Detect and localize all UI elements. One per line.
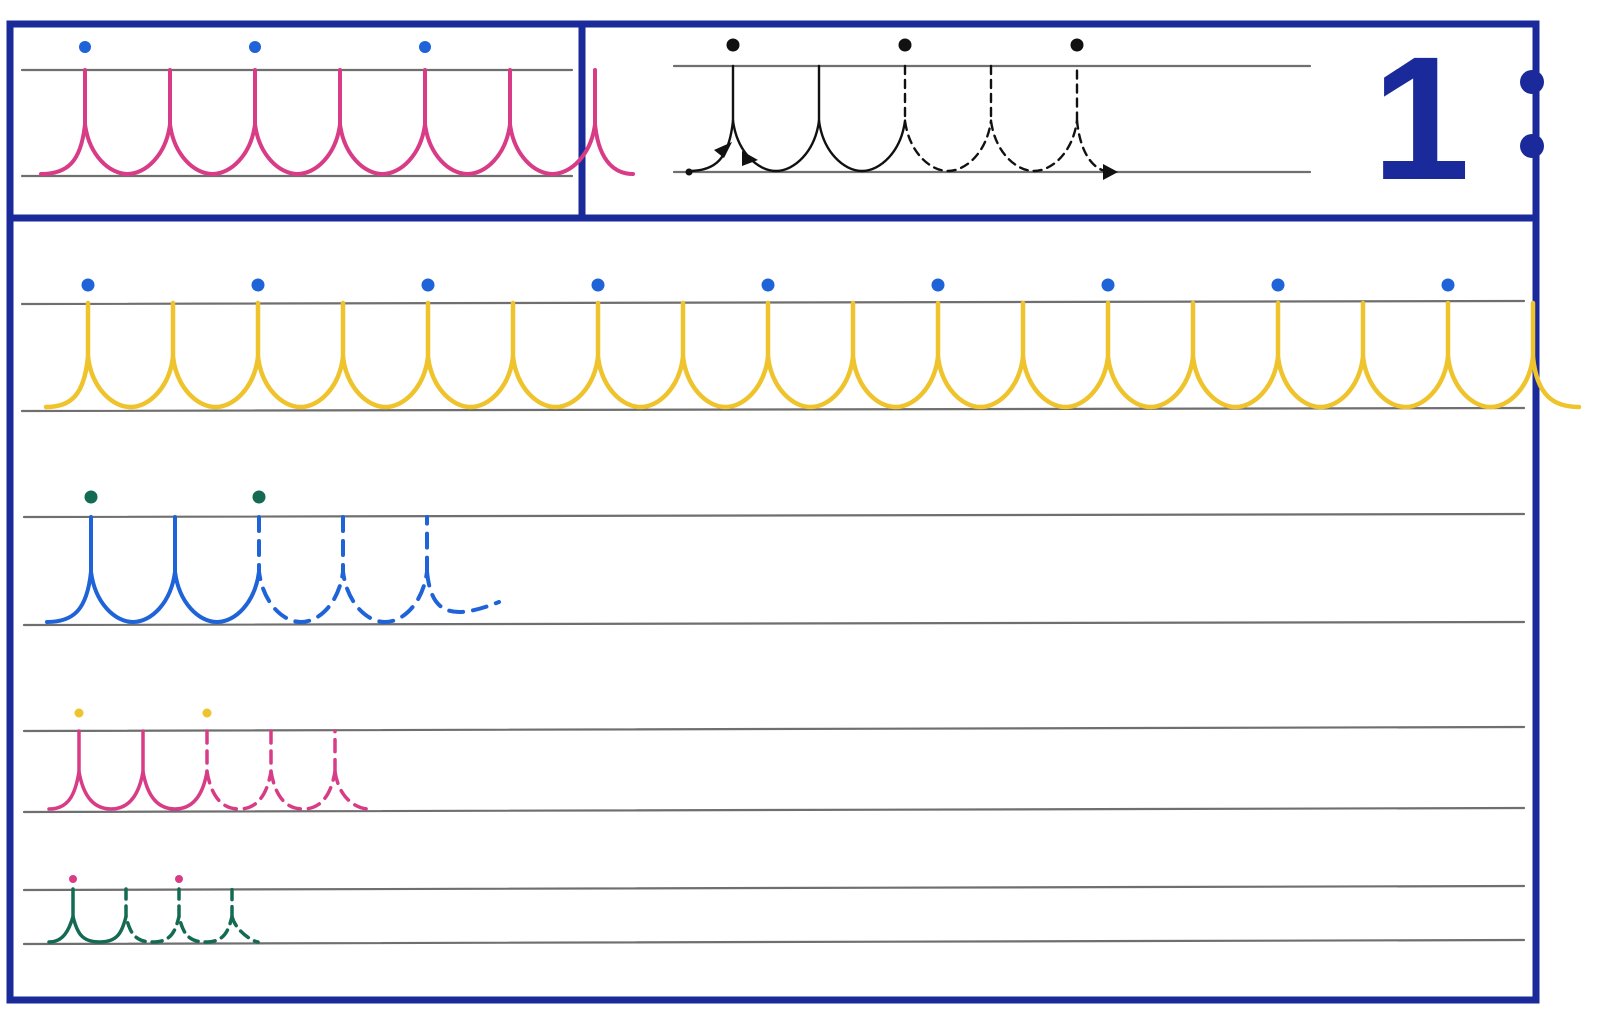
pattern-row-top-left-model <box>39 41 635 176</box>
page-number: 1 <box>1372 21 1470 217</box>
start-dot <box>252 490 266 504</box>
loop <box>510 300 601 410</box>
guide-line <box>22 884 1526 892</box>
dashed-tail <box>425 515 501 614</box>
loop <box>680 300 771 410</box>
guide-line <box>22 725 1526 733</box>
worksheet-frame <box>6 20 1544 1004</box>
arrow-right-icon <box>1103 164 1118 180</box>
loop <box>168 68 257 176</box>
dashed-loop <box>269 729 337 811</box>
start-dot <box>591 278 605 292</box>
start-dot <box>249 41 261 53</box>
lead-in <box>687 119 735 173</box>
loop <box>253 68 342 176</box>
loop <box>425 300 516 410</box>
start-dot <box>931 278 945 292</box>
start-dot <box>1101 278 1115 292</box>
tail <box>593 68 635 176</box>
lead-in <box>45 569 93 624</box>
start-dot <box>81 278 95 292</box>
loop <box>508 68 597 176</box>
lead-in <box>43 354 91 410</box>
pattern-row-row-green <box>47 875 260 944</box>
dashed-loop <box>177 887 234 944</box>
loop <box>817 64 907 173</box>
binder-hole <box>1520 70 1544 94</box>
lead-in <box>39 122 87 176</box>
start-dot <box>419 41 431 53</box>
binder-hole <box>1520 134 1544 158</box>
start-dot <box>251 278 265 292</box>
guide-line <box>20 299 1526 306</box>
guide-line <box>22 620 1526 627</box>
arrow-up-icon <box>714 142 732 158</box>
lead-in <box>47 914 75 944</box>
loop <box>1190 300 1281 410</box>
dashed-tail <box>230 887 260 944</box>
start-dot <box>726 38 740 52</box>
loop <box>89 515 177 624</box>
pattern-row-row-blue <box>45 490 501 624</box>
guide-line <box>22 806 1526 814</box>
tail <box>1530 300 1582 410</box>
loop <box>1275 300 1366 410</box>
start-dot <box>1070 38 1084 52</box>
loop <box>765 300 856 410</box>
start-dot <box>79 41 91 53</box>
pattern-row-row-magenta <box>47 708 371 811</box>
start-dot <box>1271 278 1285 292</box>
loop <box>423 68 512 176</box>
arrow-down-icon <box>742 151 758 166</box>
loop <box>850 300 941 410</box>
loop <box>255 300 346 410</box>
loop <box>83 68 172 176</box>
loop <box>170 300 261 410</box>
guide-lines <box>20 64 1526 946</box>
guide-line <box>22 512 1526 519</box>
loop <box>85 300 176 410</box>
handwriting-patterns <box>39 38 1582 944</box>
loop <box>595 300 686 410</box>
start-dot <box>421 278 435 292</box>
loop <box>1020 300 1111 410</box>
dashed-loop <box>341 515 429 624</box>
loop <box>1105 300 1196 410</box>
pattern-row-row-yellow <box>43 278 1582 410</box>
loop <box>731 64 821 173</box>
dashed-loop <box>124 887 181 944</box>
dashed-loop <box>903 64 993 173</box>
outer-border <box>6 20 1540 1004</box>
start-dot <box>1441 278 1455 292</box>
start-dot <box>175 875 183 883</box>
start-dot <box>761 278 775 292</box>
start-point <box>685 168 693 176</box>
dashed-loop <box>989 64 1079 173</box>
dashed-loop <box>205 729 273 811</box>
loop <box>77 729 145 811</box>
dashed-tail <box>333 729 371 811</box>
guide-line <box>22 938 1526 946</box>
guide-line <box>20 406 1526 413</box>
start-dot <box>202 708 212 718</box>
loop <box>1360 300 1451 410</box>
lead-in <box>47 769 81 811</box>
direction-arrows <box>685 142 1118 180</box>
loop <box>141 729 209 811</box>
loop <box>935 300 1026 410</box>
start-dot <box>84 490 98 504</box>
dashed-loop <box>257 515 345 624</box>
start-dot <box>74 708 84 718</box>
loop <box>173 515 261 624</box>
start-dot <box>69 875 77 883</box>
start-dot <box>898 38 912 52</box>
loop <box>71 887 128 944</box>
loop <box>1445 300 1536 410</box>
loop <box>340 300 431 410</box>
loop <box>338 68 427 176</box>
